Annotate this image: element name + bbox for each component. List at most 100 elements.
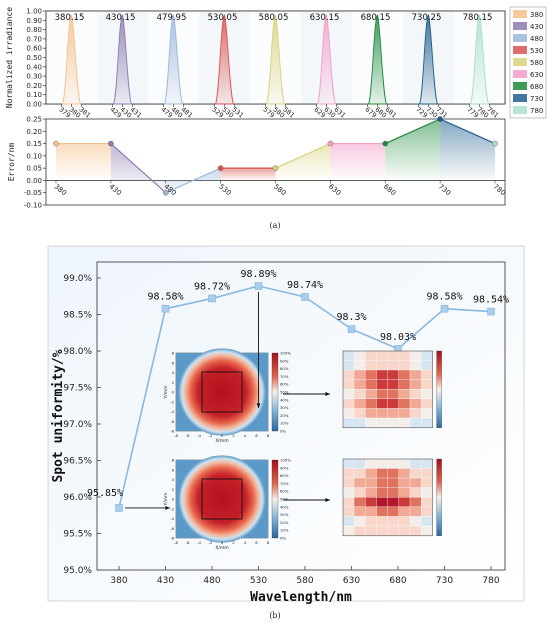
x-tick-label: 780 <box>482 576 499 586</box>
grid-cell <box>365 478 377 488</box>
b-x-axis-label: Wavelength/nm <box>250 590 352 605</box>
x-tick-label: 430 <box>157 576 174 586</box>
grid-cell <box>365 379 377 389</box>
grid-cell <box>421 516 433 526</box>
error-segment-fill <box>385 119 441 181</box>
grid-cell <box>343 379 354 389</box>
bottom-panel: 0.25 0.20 0.15 0.10 0.05 0.00 -0.05 -0.10 Error/… <box>7 116 507 210</box>
grid-frame <box>342 458 433 537</box>
y-tick-label: 0.05 <box>26 165 42 173</box>
grid-cell <box>343 478 354 488</box>
legend-swatch <box>513 106 527 114</box>
error-point <box>437 116 443 122</box>
inset-colorbar-tick: 50% <box>280 497 289 502</box>
inset-spot <box>178 348 266 436</box>
error-point <box>382 140 389 147</box>
grid-frame <box>342 350 433 429</box>
grid-cell <box>354 468 365 478</box>
grid-cell <box>387 379 399 389</box>
grid-cell <box>387 516 399 526</box>
y-tick-label: -0.05 <box>24 189 42 197</box>
peak-curve <box>61 13 82 105</box>
legend-label: 580 <box>530 59 543 67</box>
grid-cell <box>365 516 377 526</box>
grid-cell <box>387 408 399 418</box>
grid-cell <box>399 468 410 478</box>
grid-cell <box>421 526 433 536</box>
inset-colorbar-tick: 80% <box>280 473 289 478</box>
y-tick-label: 0.40 <box>26 63 42 71</box>
inset-x-tick: -8 <box>174 540 178 545</box>
grid-cell <box>365 399 377 409</box>
grid-cell <box>421 507 433 517</box>
inset-colorbar-tick: 70% <box>280 374 289 379</box>
y-tick-label: 0.25 <box>26 116 42 124</box>
peak-curve <box>418 13 439 105</box>
inset-colorbar <box>271 459 279 539</box>
grid-cell <box>354 408 365 418</box>
y-tick-label: 0.10 <box>26 152 42 160</box>
grid-cell <box>365 408 377 418</box>
grid-cell <box>410 351 421 361</box>
grid-cell <box>376 507 388 517</box>
legend-label: 780 <box>530 107 543 115</box>
peak-label: 780.15 <box>463 13 493 23</box>
error-segment-line <box>275 143 331 169</box>
x-tick-label: 481 <box>179 105 194 119</box>
peak-curve <box>214 13 235 105</box>
grid-cell <box>399 408 410 418</box>
uniformity-data-label: 98.74% <box>287 280 323 291</box>
grid-cell <box>387 526 399 536</box>
grid-cell <box>376 468 388 478</box>
peak-label: 430.15 <box>106 13 136 23</box>
inset-colorbar <box>271 352 279 432</box>
grid-cell <box>376 497 388 507</box>
grid-cell <box>354 459 365 469</box>
grid-cell <box>399 360 410 370</box>
inset-colorbar-tick: 30% <box>280 512 289 517</box>
figure-b: 95.0% 95.5% 96.0% 96.5% 97.0% 97.5% 98.0% 98.5%… <box>47 245 525 605</box>
grid-cell <box>399 487 410 497</box>
caption-b: (b) <box>269 611 280 620</box>
inset-x-tick: 6 <box>255 540 258 545</box>
uniformity-grid-top <box>342 350 442 429</box>
x-tick-label: 681 <box>383 105 398 119</box>
error-point <box>327 140 334 147</box>
grid-cell <box>354 516 365 526</box>
grid-cell <box>343 399 354 409</box>
grid-cell <box>399 379 410 389</box>
grid-cell <box>410 408 421 418</box>
uniformity-grid-bottom <box>342 458 442 537</box>
grid-cell <box>343 526 354 536</box>
grid-cell <box>399 478 410 488</box>
inset-y-tick: 0 <box>172 390 175 395</box>
grid-colorbar <box>436 458 442 536</box>
grid-cell <box>365 418 377 428</box>
grid-cell <box>354 478 365 488</box>
y-tick-label: 0.00 <box>26 177 42 185</box>
grid-cell <box>387 351 399 361</box>
error-segment-line <box>110 143 167 194</box>
error-point <box>492 140 498 147</box>
grid-cell <box>376 370 388 380</box>
inset-x-tick: 2 <box>232 540 235 545</box>
inset-spot <box>178 455 266 543</box>
inset-y-tick: 6 <box>172 360 175 365</box>
inset-colorbar-tick: 90% <box>280 465 289 470</box>
grid-cell <box>354 379 365 389</box>
grid-cell <box>365 459 377 469</box>
grid-cell <box>410 370 421 380</box>
inset-y-tick: 0 <box>172 497 175 502</box>
inset-colorbar-tick: 60% <box>280 489 289 494</box>
inset-y-tick: -8 <box>170 429 174 434</box>
peak-curve <box>469 13 490 105</box>
grid-cell <box>410 399 421 409</box>
grid-cell <box>421 351 433 361</box>
legend: 380 430 480 530 580 630 680 730 780 <box>509 6 547 119</box>
grid-cell <box>410 459 421 469</box>
peak-curve <box>163 13 184 105</box>
uniformity-point <box>115 504 123 512</box>
grid-cell <box>343 487 354 497</box>
grid-cell <box>387 459 399 469</box>
grid-cell <box>365 487 377 497</box>
